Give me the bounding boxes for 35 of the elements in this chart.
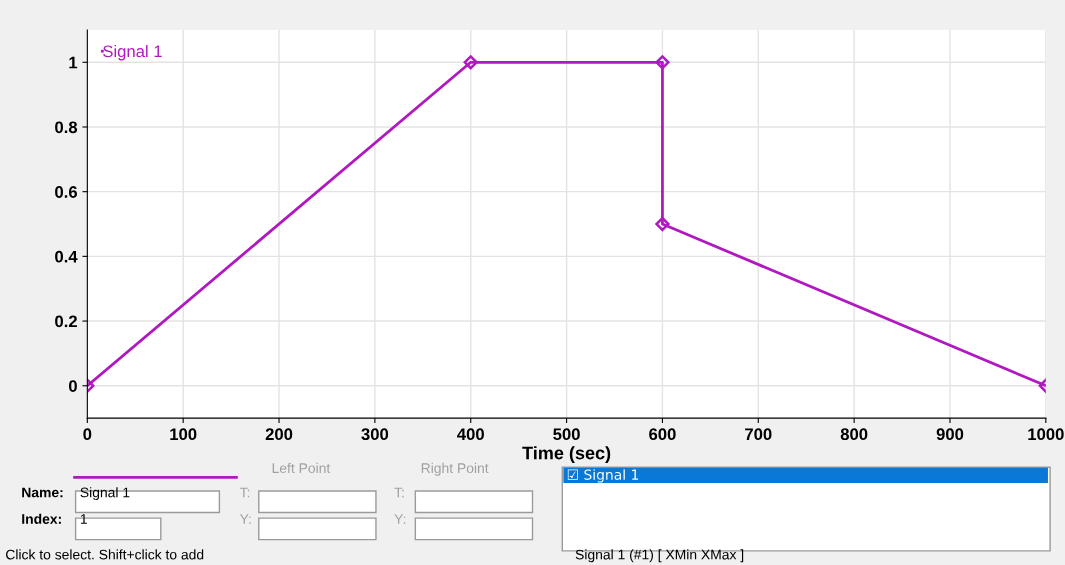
x-axis-title: Time (sec) xyxy=(522,446,611,463)
x-tick-label: 100 xyxy=(170,428,197,441)
text: Index: xyxy=(22,513,61,524)
text: Left Point xyxy=(272,462,331,474)
x-tick-label: 300 xyxy=(361,428,389,441)
text: Signal 1 xyxy=(80,487,130,501)
x-tick-label: 400 xyxy=(457,428,484,441)
text: T: xyxy=(394,487,404,498)
legend-label: Signal 1 xyxy=(103,44,162,61)
x-tick-label: 0 xyxy=(83,428,92,441)
x-tick-label: 800 xyxy=(840,428,868,441)
text: 1 xyxy=(80,514,87,524)
text: Click to select. Shift+click to add xyxy=(6,549,204,560)
point xyxy=(463,55,478,70)
x-tick-label: 900 xyxy=(936,428,964,441)
y-tick-label: 0 xyxy=(69,380,77,392)
text: Y: xyxy=(394,514,406,524)
text: ☑ Signal 1 xyxy=(567,469,639,483)
x-tick-label: 200 xyxy=(265,428,293,441)
y-tick-label: 0.2 xyxy=(55,315,77,328)
x-tick-label: 600 xyxy=(649,428,676,441)
y-tick-label: 1 xyxy=(69,56,78,69)
x-tick-label: 700 xyxy=(745,428,772,441)
text: Name: xyxy=(22,487,63,498)
x-tick-label: 500 xyxy=(553,428,580,441)
text: Right Point xyxy=(421,462,489,476)
y-tick-label: 0.6 xyxy=(55,186,78,198)
text: Y: xyxy=(239,514,251,524)
text: T: xyxy=(239,487,250,498)
x-tick-label: 1000 xyxy=(1028,428,1064,441)
y-tick-label: 0.4 xyxy=(55,250,78,263)
text: Signal 1 (#1) [ XMin XMax ] xyxy=(575,549,744,563)
y-tick-label: 0.8 xyxy=(55,121,78,134)
point xyxy=(655,216,670,232)
point xyxy=(655,55,670,70)
